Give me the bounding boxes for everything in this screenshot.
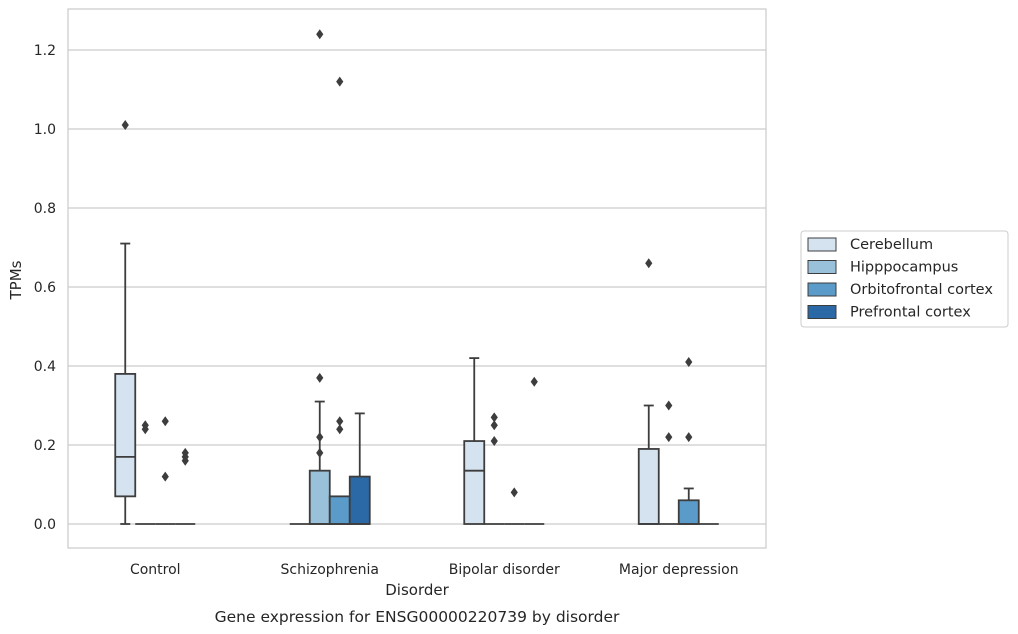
- x-tick-label: Control: [130, 562, 181, 578]
- legend-label: Cerebellum: [850, 237, 933, 253]
- outlier-point: [490, 420, 498, 431]
- plot-area-frame: [67, 8, 767, 549]
- outlier-point: [181, 447, 189, 458]
- box-series: [114, 29, 719, 525]
- x-axis-label: Disorder: [385, 581, 449, 599]
- box-body: [114, 372, 137, 498]
- outlier-point: [510, 487, 518, 498]
- outlier-point: [161, 416, 169, 427]
- y-tick-label: 0.4: [34, 359, 56, 375]
- legend-swatch: [807, 305, 837, 319]
- outlier-point: [316, 29, 324, 40]
- legend: Cerebellum Hipppocampus Orbitofrontal cort…: [800, 230, 1009, 328]
- outlier-point: [141, 420, 149, 431]
- y-axis-ticks: 0.0 0.2 0.4 0.6 0.8 1.0 1.2: [34, 43, 56, 533]
- box: [504, 487, 525, 525]
- outlier-point: [685, 432, 693, 443]
- outlier-point: [121, 120, 129, 131]
- box: [658, 400, 679, 525]
- box-body: [637, 448, 660, 525]
- chart-caption: Gene expression for ENSG00000220739 by d…: [215, 608, 620, 626]
- box: [155, 416, 176, 525]
- y-tick-label: 0.0: [34, 517, 56, 533]
- outlier-point: [665, 432, 673, 443]
- box: [524, 376, 545, 525]
- outlier-point: [316, 447, 324, 458]
- legend-frame: [800, 230, 1009, 328]
- box-body: [308, 469, 331, 525]
- y-tick-label: 0.6: [34, 280, 56, 296]
- box-body: [348, 475, 371, 525]
- legend-label: Hipppocampus: [850, 260, 958, 276]
- y-tick-label: 1.2: [34, 43, 56, 59]
- outlier-point: [336, 424, 344, 435]
- box-body: [328, 495, 351, 525]
- outlier-point: [316, 372, 324, 383]
- box: [463, 357, 486, 525]
- legend-swatch: [807, 260, 837, 274]
- outlier-point: [161, 471, 169, 482]
- box: [677, 357, 700, 525]
- box-body: [677, 499, 700, 525]
- y-tick-label: 0.8: [34, 201, 56, 217]
- outlier-point: [336, 76, 344, 87]
- box: [328, 76, 351, 525]
- legend-label: Orbitofrontal cortex: [850, 282, 993, 298]
- outlier-point: [316, 432, 324, 443]
- x-axis-ticks: Control Schizophrenia Bipolar disorder Majo…: [130, 562, 739, 578]
- legend-swatch: [807, 237, 837, 252]
- legend-label: Prefrontal cortex: [850, 305, 971, 321]
- series-hipppocampus: [135, 29, 679, 525]
- box: [484, 412, 505, 525]
- outlier-point: [530, 376, 538, 387]
- grid-lines: [68, 49, 766, 525]
- outlier-point: [490, 412, 498, 423]
- series-orbitofrontal-cortex: [155, 76, 700, 525]
- outlier-point: [490, 436, 498, 447]
- x-tick-label: Major depression: [619, 562, 739, 578]
- y-tick-label: 0.2: [34, 438, 56, 454]
- box: [308, 29, 331, 525]
- y-axis-label: TPMs: [7, 260, 25, 300]
- outlier-point: [645, 258, 653, 269]
- x-tick-label: Bipolar disorder: [449, 562, 560, 578]
- series-cerebellum: [114, 120, 660, 525]
- box: [135, 420, 156, 525]
- x-tick-label: Schizophrenia: [281, 562, 379, 578]
- box: [637, 258, 660, 525]
- box: [114, 120, 137, 525]
- legend-swatch: [807, 282, 837, 297]
- box: [175, 447, 196, 525]
- box: [348, 412, 371, 525]
- outlier-point: [336, 416, 344, 427]
- outlier-point: [685, 357, 693, 368]
- outlier-point: [665, 400, 673, 411]
- series-prefrontal-cortex: [175, 376, 719, 525]
- box-body: [463, 440, 486, 525]
- y-tick-label: 1.0: [34, 122, 56, 138]
